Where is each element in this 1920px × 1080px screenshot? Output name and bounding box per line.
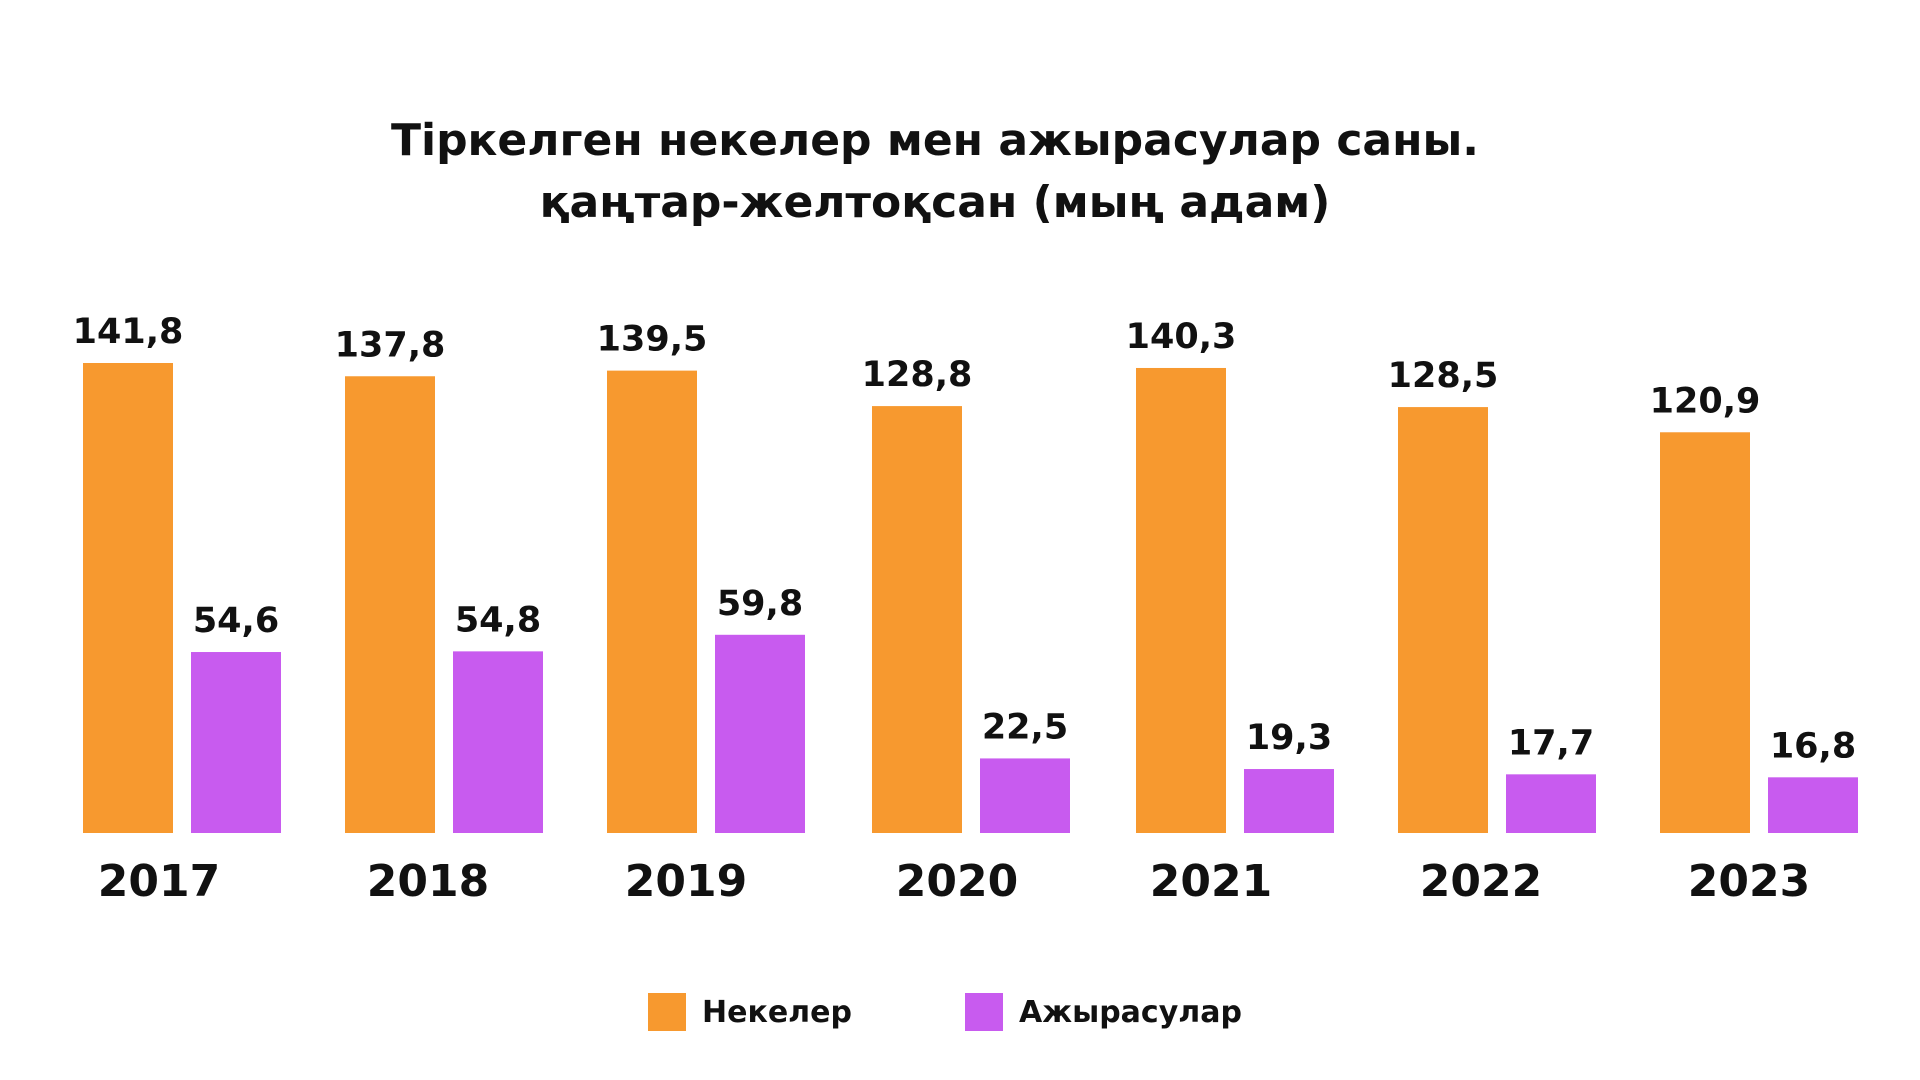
- legend-swatch-marriages: [648, 993, 686, 1031]
- data-label-divorces-2018: 54,8: [455, 600, 541, 640]
- legend-label-marriages: Некелер: [702, 994, 852, 1030]
- legend-item-divorces: Ажырасулар: [965, 993, 1242, 1031]
- data-label-divorces-2019: 59,8: [717, 584, 803, 624]
- bar-divorces-2019: [715, 634, 805, 833]
- data-label-divorces-2020: 22,5: [982, 707, 1068, 747]
- x-tick-label-2018: 2018: [367, 856, 489, 907]
- bar-divorces-2022: [1506, 774, 1596, 833]
- bar-marriages-2023: [1660, 432, 1750, 833]
- x-tick-label-2017: 2017: [98, 856, 220, 907]
- x-tick-label-2019: 2019: [625, 856, 747, 907]
- chart-legend: Некелер Ажырасулар: [0, 993, 1920, 1043]
- bar-marriages-2019: [607, 370, 697, 833]
- chart-title-line-2: қаңтар-желтоқсан (мың адам): [539, 177, 1331, 228]
- data-label-divorces-2017: 54,6: [193, 601, 279, 641]
- data-label-divorces-2022: 17,7: [1508, 723, 1594, 763]
- legend-swatch-divorces: [965, 993, 1003, 1031]
- data-label-marriages-2017: 141,8: [73, 312, 184, 352]
- x-tick-label-2022: 2022: [1420, 856, 1542, 907]
- data-label-divorces-2023: 16,8: [1770, 726, 1856, 766]
- legend-item-marriages: Некелер: [648, 993, 852, 1031]
- data-label-marriages-2019: 139,5: [597, 320, 708, 360]
- x-tick-label-2023: 2023: [1688, 856, 1810, 907]
- bar-marriages-2022: [1398, 407, 1488, 833]
- bar-divorces-2018: [453, 651, 543, 833]
- data-label-marriages-2023: 120,9: [1650, 381, 1761, 421]
- bar-divorces-2021: [1244, 769, 1334, 833]
- legend-label-divorces: Ажырасулар: [1019, 994, 1242, 1030]
- data-label-marriages-2018: 137,8: [335, 325, 446, 365]
- data-label-divorces-2021: 19,3: [1246, 718, 1332, 758]
- chart-title-line-1: Тіркелген некелер мен ажырасулар саны.: [390, 115, 1480, 166]
- bar-divorces-2023: [1768, 777, 1858, 833]
- bar-marriages-2018: [345, 376, 435, 833]
- bar-marriages-2020: [872, 406, 962, 833]
- data-label-marriages-2021: 140,3: [1126, 317, 1237, 357]
- bar-divorces-2017: [191, 652, 281, 833]
- chart-title: Тіркелген некелер мен ажырасулар саны. қ…: [0, 110, 1870, 234]
- data-label-marriages-2020: 128,8: [862, 355, 973, 395]
- x-tick-label-2021: 2021: [1150, 856, 1272, 907]
- bar-marriages-2017: [83, 363, 173, 833]
- bar-divorces-2020: [980, 758, 1070, 833]
- x-tick-label-2020: 2020: [896, 856, 1018, 907]
- data-label-marriages-2022: 128,5: [1388, 356, 1499, 396]
- bar-marriages-2021: [1136, 367, 1226, 833]
